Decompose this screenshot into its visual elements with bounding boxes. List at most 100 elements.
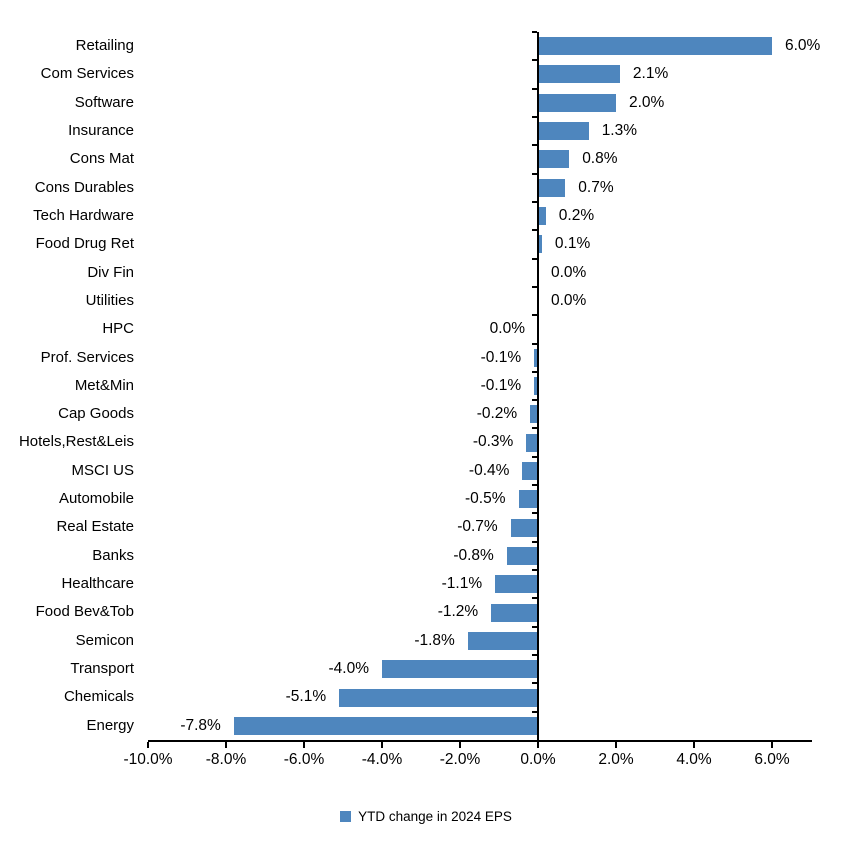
category-label: Chemicals <box>63 688 134 706</box>
category-axis-tick <box>532 654 537 657</box>
bar <box>339 688 538 707</box>
bar <box>538 122 589 141</box>
x-axis-tick-label: -10.0% <box>123 751 173 768</box>
value-label: -0.5% <box>465 490 506 508</box>
category-label: Hotels,Rest&Leis <box>18 433 134 451</box>
x-axis-tick <box>693 742 695 748</box>
value-label: 0.2% <box>558 206 595 224</box>
bar <box>510 518 538 537</box>
value-label: -7.8% <box>180 716 221 734</box>
x-axis-tick <box>381 742 383 748</box>
value-label: 2.0% <box>629 93 665 111</box>
category-axis-tick <box>532 569 537 572</box>
bar <box>495 575 538 594</box>
bar <box>538 37 772 56</box>
x-axis-line <box>148 740 812 742</box>
bar <box>522 461 538 480</box>
x-axis-tick-label: -6.0% <box>283 751 325 768</box>
category-axis-tick <box>532 399 537 402</box>
bar <box>526 433 538 452</box>
category-axis-tick <box>532 229 537 232</box>
category-axis-tick <box>532 370 537 373</box>
bar <box>538 65 620 84</box>
legend-swatch-icon <box>340 810 352 822</box>
x-axis-tick <box>537 742 539 748</box>
category-label: Healthcare <box>61 575 134 593</box>
category-axis-tick <box>532 484 537 487</box>
bar <box>530 405 538 424</box>
category-axis-tick <box>532 512 537 515</box>
bar <box>534 348 538 367</box>
bar <box>538 207 546 226</box>
value-label: -0.8% <box>453 546 494 564</box>
category-axis-tick <box>532 257 537 260</box>
x-axis-tick-label: 6.0% <box>754 751 790 768</box>
category-axis-tick <box>532 682 537 685</box>
category-axis-tick <box>532 342 537 345</box>
category-axis-tick <box>532 455 537 458</box>
bar <box>538 93 616 112</box>
x-axis-tick-label: 2.0% <box>598 751 634 768</box>
category-label: MSCI US <box>71 461 134 479</box>
value-label: 0.0% <box>489 320 525 338</box>
bar <box>534 377 538 395</box>
category-label: Cap Goods <box>58 405 134 423</box>
x-axis-tick <box>147 742 149 748</box>
category-axis-tick <box>532 285 537 288</box>
category-axis-tick <box>532 115 537 118</box>
x-axis-tick <box>771 742 773 748</box>
category-axis-tick <box>532 59 537 62</box>
category-axis-tick <box>532 710 537 713</box>
bar <box>506 546 538 565</box>
x-axis-tick-label: -4.0% <box>361 751 403 768</box>
category-label: Prof. Services <box>40 348 134 366</box>
bar <box>538 178 566 197</box>
category-label: Energy <box>86 716 134 734</box>
category-label: Software <box>74 93 134 111</box>
value-label: 0.0% <box>551 263 587 281</box>
value-label: -0.3% <box>472 433 514 451</box>
x-axis-tick-label: 4.0% <box>676 751 712 768</box>
x-axis-tick <box>303 742 305 748</box>
category-label: Com Services <box>40 65 134 83</box>
bar <box>518 490 538 509</box>
legend-label: YTD change in 2024 EPS <box>358 808 512 824</box>
x-axis-tick-label: -2.0% <box>439 751 481 768</box>
category-label: Automobile <box>58 490 134 508</box>
category-axis-tick <box>532 31 537 33</box>
category-axis-tick <box>532 427 537 430</box>
value-label: -5.1% <box>285 688 327 706</box>
category-axis-tick <box>532 597 537 600</box>
x-axis-tick <box>615 742 617 748</box>
value-label: -0.2% <box>476 405 518 423</box>
value-label: -0.1% <box>480 376 522 394</box>
bar <box>538 150 570 169</box>
category-label: Cons Durables <box>34 178 134 196</box>
category-label: Tech Hardware <box>33 206 134 224</box>
category-label: Retailing <box>75 37 134 54</box>
x-axis-tick <box>459 742 461 748</box>
category-axis-tick <box>532 540 537 543</box>
value-label: -0.7% <box>457 518 498 536</box>
x-axis-tick-label: 0.0% <box>520 751 556 768</box>
value-label: 0.1% <box>554 235 591 253</box>
category-label: Transport <box>70 660 134 678</box>
category-label: Food Drug Ret <box>35 235 134 253</box>
value-label: 2.1% <box>632 65 669 83</box>
value-label: 0.8% <box>582 150 618 168</box>
category-axis-tick <box>532 200 537 203</box>
category-label: Div Fin <box>87 263 134 281</box>
value-label: -4.0% <box>328 660 370 678</box>
value-label: -0.1% <box>480 348 522 366</box>
category-label: Real Estate <box>56 518 134 536</box>
category-label: Banks <box>92 546 134 564</box>
category-axis-tick <box>532 144 537 147</box>
zero-axis-line <box>537 32 539 742</box>
category-label: Utilities <box>85 291 134 309</box>
category-label: Cons Mat <box>69 150 134 168</box>
value-label: 0.0% <box>551 291 587 309</box>
value-label: 0.7% <box>578 178 614 196</box>
bar <box>233 716 538 735</box>
bar <box>491 603 538 622</box>
category-label: Met&Min <box>74 376 134 394</box>
